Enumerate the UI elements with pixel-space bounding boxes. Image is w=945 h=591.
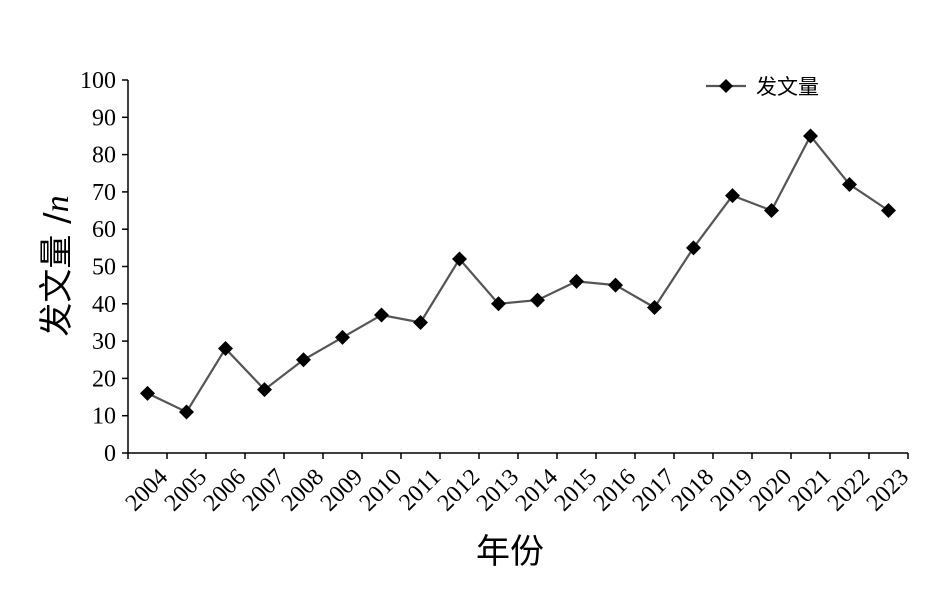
x-tick-label: 2012: [433, 464, 485, 516]
x-axis-ticks: 2004200520062007200820092010201120122013…: [121, 453, 914, 516]
data-point-marker: [452, 251, 467, 267]
x-tick-label: 2005: [160, 464, 212, 516]
x-tick-label: 2008: [277, 464, 329, 516]
data-point-marker: [569, 273, 584, 289]
y-tick-label: 30: [92, 329, 116, 355]
x-tick-label: 2021: [784, 464, 836, 516]
data-point-marker: [608, 277, 623, 293]
x-tick-label: 2007: [238, 464, 290, 516]
data-point-marker: [530, 292, 545, 308]
x-tick-label: 2019: [706, 464, 758, 516]
y-axis-ticks: 0 10 20 30 40 50 60 70 80 90 100: [80, 68, 128, 467]
y-tick-label: 80: [92, 143, 116, 169]
data-point-marker: [218, 341, 233, 357]
x-tick-label: 2006: [199, 464, 251, 516]
y-tick-label: 50: [92, 255, 116, 281]
data-point-marker: [686, 240, 701, 256]
data-point-marker: [881, 203, 896, 219]
data-point-marker: [764, 203, 779, 219]
y-tick-label: 40: [92, 292, 116, 318]
x-tick-label: 2011: [394, 464, 446, 516]
x-tick-label: 2014: [511, 464, 563, 516]
data-point-marker: [803, 128, 818, 144]
legend-label: 发文量: [756, 75, 819, 99]
legend: 发文量: [706, 75, 819, 99]
data-point-marker: [257, 382, 272, 398]
y-tick-label: 70: [92, 180, 116, 206]
y-axis-title: 发文量 /n: [37, 195, 77, 336]
x-tick-label: 2010: [355, 464, 407, 516]
x-tick-label: 2020: [745, 464, 797, 516]
data-point-marker: [335, 329, 350, 345]
x-tick-label: 2009: [316, 464, 368, 516]
x-tick-label: 2017: [628, 464, 680, 516]
axes: [127, 80, 908, 454]
series-group: [140, 128, 896, 420]
data-point-marker: [179, 404, 194, 420]
x-tick-label: 2023: [862, 464, 914, 516]
y-tick-label: 90: [92, 105, 116, 131]
data-point-marker: [491, 296, 506, 312]
series-line: [147, 133, 890, 414]
x-axis-title: 年份: [476, 532, 544, 572]
x-tick-label: 2015: [550, 464, 602, 516]
data-point-marker: [842, 176, 857, 192]
data-point-marker: [296, 352, 311, 368]
y-tick-label: 20: [92, 366, 116, 392]
x-tick-label: 2013: [472, 464, 524, 516]
y-tick-label: 10: [92, 404, 116, 430]
x-tick-label: 2016: [589, 464, 641, 516]
legend-diamond-marker: [719, 79, 733, 93]
x-tick-label: 2018: [667, 464, 719, 516]
y-tick-label: 0: [104, 441, 116, 467]
data-point-marker: [647, 300, 662, 316]
y-tick-label: 100: [80, 68, 116, 94]
x-tick-label: 2004: [121, 464, 173, 516]
data-point-marker: [725, 188, 740, 204]
data-point-marker: [413, 314, 428, 330]
data-point-marker: [140, 385, 155, 401]
data-point-marker: [374, 307, 389, 323]
x-tick-label: 2022: [823, 464, 875, 516]
y-tick-label: 60: [92, 217, 116, 243]
